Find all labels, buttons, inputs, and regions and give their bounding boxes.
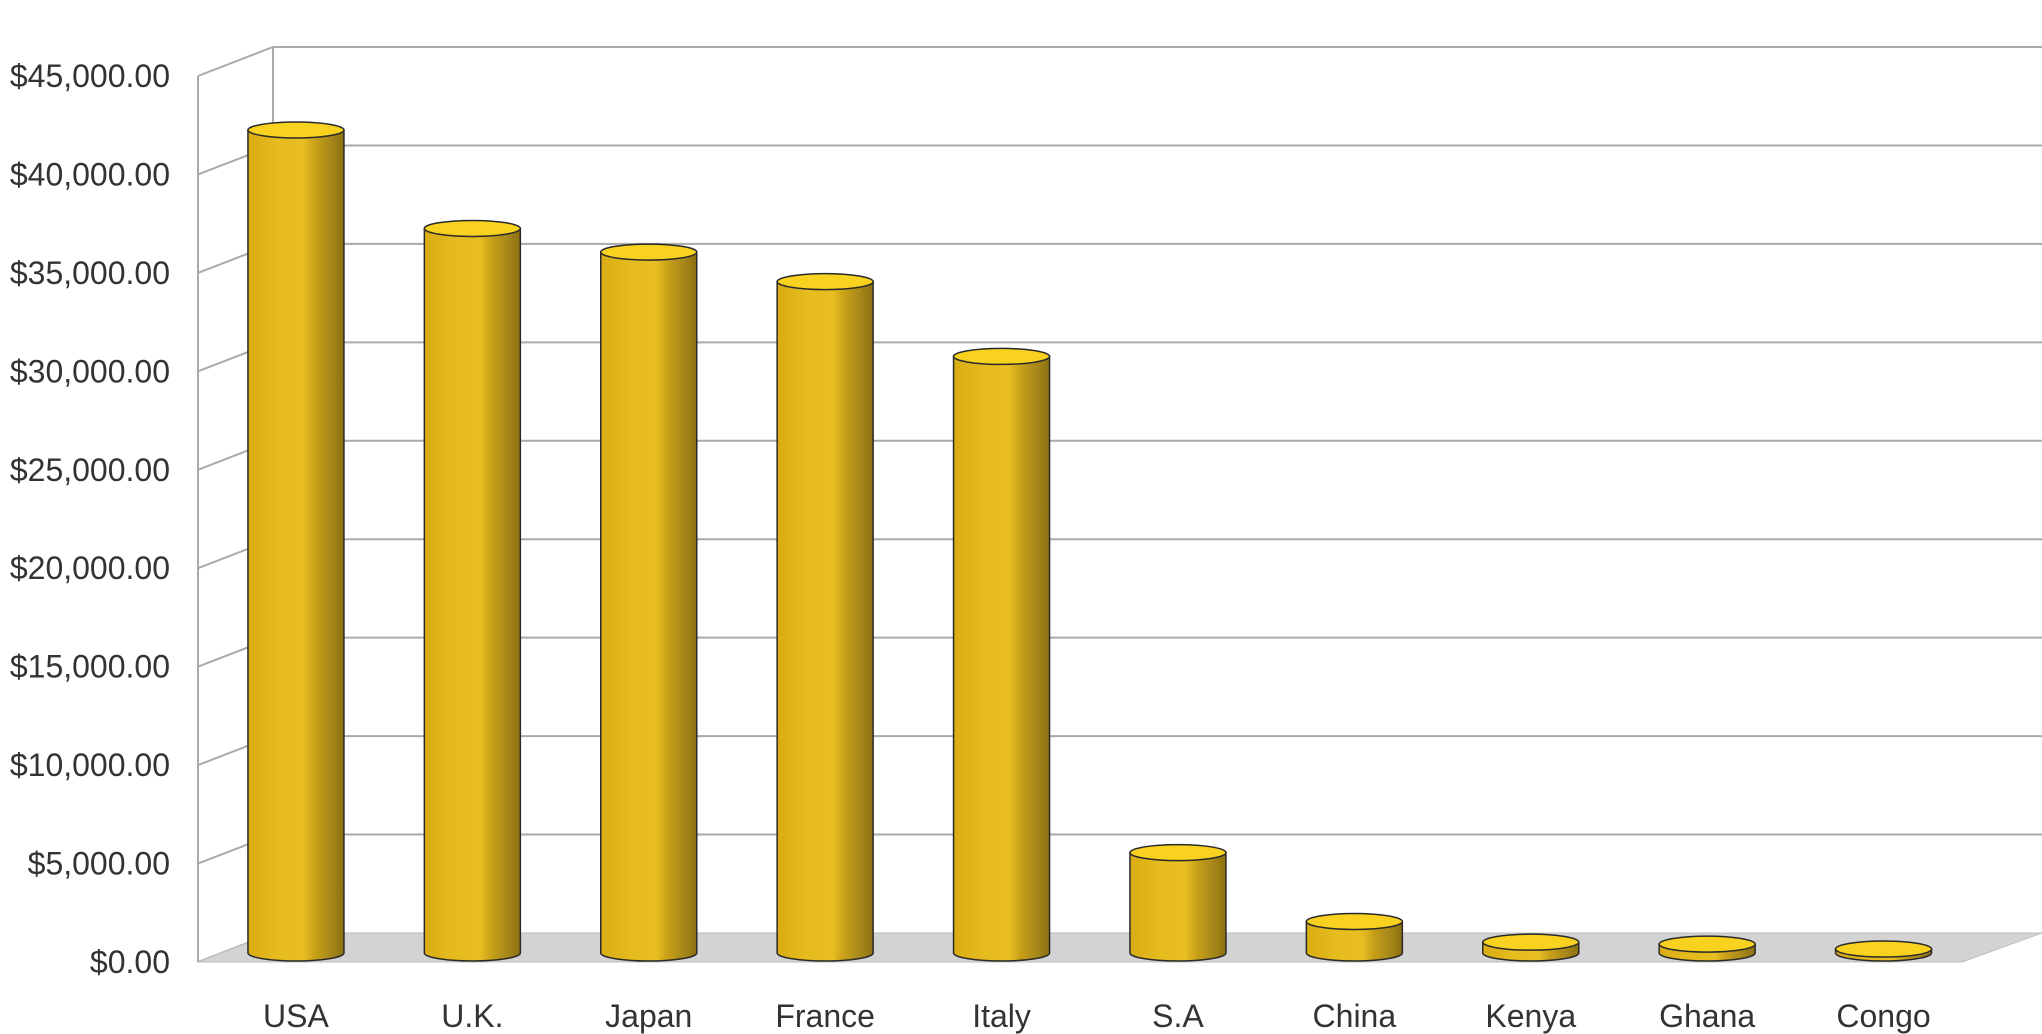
bar [776, 272, 874, 962]
y-tick-label: $10,000.00 [10, 747, 170, 783]
y-tick-label: $40,000.00 [10, 156, 170, 192]
bar [1482, 933, 1580, 962]
gridlines [197, 46, 2042, 963]
y-tick-label: $0.00 [90, 944, 170, 980]
bar-body [247, 129, 345, 962]
y-tick-label: $30,000.00 [10, 353, 170, 389]
y-tick-label: $25,000.00 [10, 452, 170, 488]
bar [1305, 912, 1404, 962]
bar-body [1129, 851, 1227, 962]
bar [423, 219, 522, 962]
bar [1834, 940, 1933, 962]
x-tick-label: France [775, 998, 875, 1034]
bar-top [776, 272, 874, 291]
bar-top [1129, 843, 1227, 862]
x-tick-label: USA [263, 998, 329, 1034]
bar-top [1834, 940, 1933, 958]
y-tick-label: $35,000.00 [10, 255, 170, 291]
bar-body [600, 251, 698, 962]
bar [1129, 843, 1227, 962]
bar-body [952, 355, 1051, 962]
bars [247, 121, 1933, 962]
x-tick-label: U.K. [441, 998, 503, 1034]
bar-body [423, 227, 522, 962]
bar [952, 347, 1051, 962]
x-tick-label: Kenya [1485, 998, 1576, 1034]
y-tick-label: $45,000.00 [10, 58, 170, 94]
y-tick-label: $5,000.00 [28, 846, 170, 882]
bar [600, 243, 698, 962]
x-tick-label: Japan [605, 998, 692, 1034]
y-tick-label: $20,000.00 [10, 550, 170, 586]
gridline [197, 144, 2042, 176]
x-axis-ticks: USA U.K. Japan France Italy S.A China Kenya Ghan… [263, 998, 1931, 1034]
bar [247, 121, 345, 962]
bar-body [776, 280, 874, 962]
y-tick-label: $15,000.00 [10, 649, 170, 685]
x-tick-label: Congo [1836, 998, 1930, 1034]
x-tick-label: Ghana [1659, 998, 1755, 1034]
bar-top [247, 121, 345, 139]
bar-top [600, 243, 698, 261]
bar-body [1305, 920, 1404, 962]
bar-top [423, 219, 522, 238]
bar-top [952, 347, 1051, 366]
gridline [197, 46, 2042, 77]
bar-top [1658, 935, 1756, 953]
y-axis-ticks: $0.00 $5,000.00 $10,000.00 $15,000.00 $20,00… [10, 58, 170, 980]
bar-top [1482, 933, 1580, 951]
x-tick-label: China [1313, 998, 1397, 1034]
x-tick-label: S.A [1152, 998, 1204, 1034]
x-tick-label: Italy [972, 998, 1031, 1034]
bar [1658, 935, 1756, 962]
bar-top [1305, 912, 1404, 931]
